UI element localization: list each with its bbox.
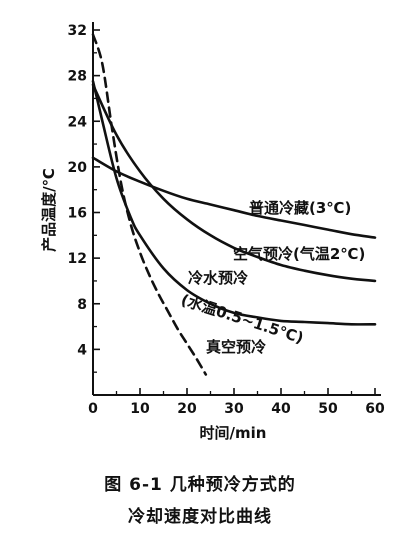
x-tick-label: 50 xyxy=(318,401,338,417)
y-tick-label: 28 xyxy=(68,69,87,85)
line-chart: 0 10 20 30 40 50 60 4 8 12 16 20 24 28 32 普通冷藏(3℃) 空气预冷… xyxy=(40,22,385,442)
x-tick-label: 0 xyxy=(88,401,98,417)
series-line-normal-cold-storage xyxy=(91,156,377,239)
x-tick-label: 30 xyxy=(224,401,244,417)
annotation-normal-cold-storage: 普通冷藏(3℃) xyxy=(249,199,351,217)
annotation-vacuum-precooling: 真空预冷 xyxy=(206,338,266,356)
series-line-water-precooling xyxy=(91,80,377,326)
y-tick-label: 32 xyxy=(68,23,87,39)
x-axis-label: 时间/min xyxy=(200,424,267,442)
annotation-water-precooling: 冷水预冷 xyxy=(188,269,248,287)
series-line-vacuum-precooling xyxy=(91,33,208,376)
series-layer xyxy=(91,33,377,376)
axes: 0 10 20 30 40 50 60 4 8 12 16 20 24 28 32 xyxy=(68,22,385,417)
y-tick-label: 16 xyxy=(68,206,87,222)
x-tick-label: 60 xyxy=(365,401,385,417)
y-tick-label: 24 xyxy=(68,114,88,130)
y-axis-label: 产品温度/℃ xyxy=(40,168,58,252)
x-tick-label: 10 xyxy=(130,401,150,417)
x-tick-label: 40 xyxy=(271,401,291,417)
figure-caption-line-2: 冷却速度对比曲线 xyxy=(128,507,272,527)
figure-caption-line-1: 图 6-1 几种预冷方式的 xyxy=(104,475,296,495)
y-tick-label: 4 xyxy=(77,342,87,358)
series-line-air-precooling xyxy=(91,83,377,283)
y-tick-label: 20 xyxy=(68,160,88,176)
x-tick-label: 20 xyxy=(177,401,197,417)
y-tick-label: 12 xyxy=(68,251,87,267)
y-tick-label: 8 xyxy=(77,297,87,313)
annotation-air-precooling: 空气预冷(气温2℃) xyxy=(233,245,365,263)
